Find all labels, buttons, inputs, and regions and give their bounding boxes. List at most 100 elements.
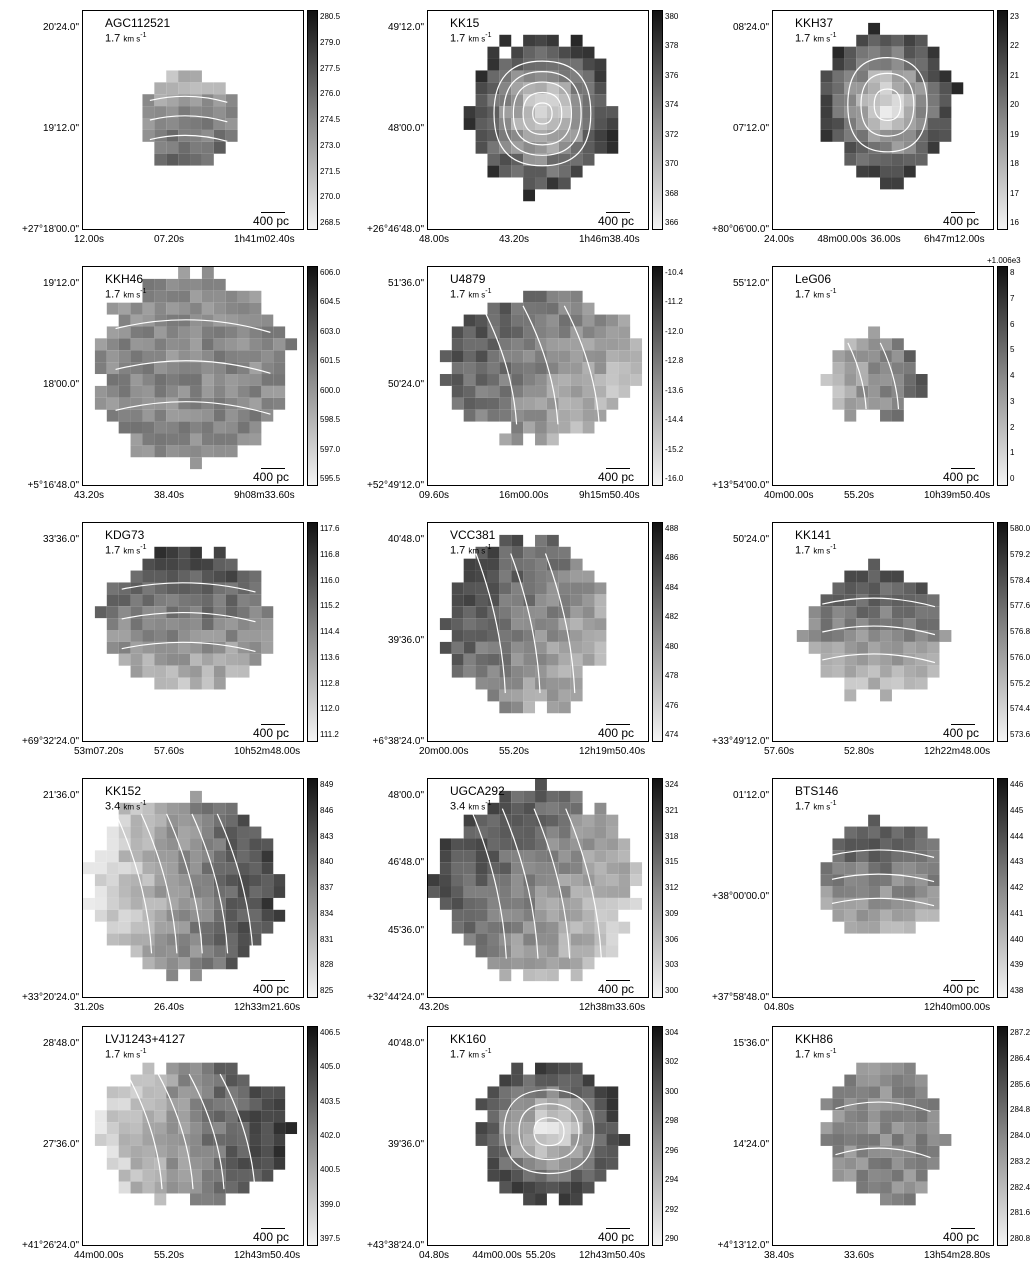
map-pixel bbox=[558, 1145, 571, 1158]
map-pixel bbox=[261, 409, 274, 422]
map-pixel bbox=[130, 1122, 143, 1135]
contour-line bbox=[126, 1073, 163, 1190]
panel-kkh86: KKH86 1.7 km s-1 400 pc 15'36.0" 14'24.0" +4°… bbox=[690, 1016, 1035, 1269]
map-pixel bbox=[225, 397, 238, 410]
map-pixel bbox=[499, 814, 512, 827]
map-pixel bbox=[499, 153, 512, 166]
dec-tick-label: +41°26'24.0" bbox=[21, 1240, 79, 1251]
map-pixel bbox=[535, 106, 547, 119]
map-pixel bbox=[582, 1181, 595, 1194]
map-pixel bbox=[166, 558, 179, 571]
map-pixel bbox=[106, 374, 119, 386]
map-pixel bbox=[166, 445, 179, 458]
map-pixel bbox=[130, 1181, 143, 1194]
map-pixel bbox=[475, 838, 488, 851]
map-pixel bbox=[166, 653, 179, 666]
colorbar-tick-label: 441 bbox=[1010, 908, 1024, 918]
map-pixel bbox=[249, 909, 262, 922]
map-pixel bbox=[118, 862, 131, 875]
map-frame: U4879 1.7 km s-1 400 pc bbox=[427, 266, 649, 486]
map-pixel bbox=[106, 618, 119, 631]
map-pixel bbox=[546, 1134, 559, 1146]
map-pixel bbox=[582, 409, 595, 422]
map-pixel bbox=[154, 409, 167, 422]
map-pixel bbox=[142, 1122, 155, 1135]
map-pixel bbox=[106, 921, 119, 934]
map-pixel bbox=[915, 874, 928, 887]
map-pixel bbox=[891, 582, 904, 595]
map-pixel bbox=[927, 118, 940, 130]
map-pixel bbox=[582, 385, 595, 398]
contour-line bbox=[831, 897, 935, 907]
map-pixel bbox=[927, 1122, 940, 1135]
map-pixel bbox=[178, 1122, 191, 1135]
map-pixel bbox=[511, 118, 524, 130]
contour-step-exponent: -1 bbox=[140, 288, 147, 295]
colorbar bbox=[652, 1026, 663, 1246]
scale-bar-label: 400 pc bbox=[253, 726, 290, 740]
map-pixel bbox=[249, 397, 262, 410]
map-pixel bbox=[546, 826, 559, 839]
map-pixel bbox=[606, 118, 619, 130]
map-pixel bbox=[475, 374, 488, 386]
map-pixel bbox=[142, 409, 155, 422]
map-pixel bbox=[166, 1110, 179, 1123]
scale-bar bbox=[951, 1228, 975, 1229]
map-pixel bbox=[261, 874, 274, 887]
map-pixel bbox=[511, 350, 524, 363]
map-pixel bbox=[927, 606, 940, 619]
ra-tick-label: 12h22m48.00s bbox=[924, 746, 991, 757]
map-pixel bbox=[142, 594, 155, 607]
map-pixel bbox=[903, 886, 916, 898]
map-pixel bbox=[570, 909, 583, 922]
map-pixel bbox=[154, 385, 167, 398]
map-pixel bbox=[570, 933, 583, 946]
map-pixel bbox=[130, 1169, 143, 1182]
colorbar-tick-label: -11.2 bbox=[665, 297, 683, 307]
map-pixel bbox=[106, 338, 119, 351]
map-pixel bbox=[915, 1122, 928, 1135]
contour-step-value: 3.4 bbox=[105, 800, 121, 813]
contour-step: 1.7 km s-1 bbox=[795, 32, 836, 45]
map-pixel bbox=[451, 350, 464, 363]
map-pixel bbox=[130, 1157, 143, 1170]
contour-line bbox=[879, 342, 900, 410]
map-pixel bbox=[903, 350, 916, 363]
map-pixel bbox=[558, 385, 571, 398]
map-pixel bbox=[891, 118, 904, 130]
map-pixel bbox=[475, 582, 488, 595]
contour-line bbox=[149, 134, 228, 142]
map-pixel bbox=[190, 118, 202, 130]
map-pixel bbox=[166, 1157, 179, 1170]
map-pixel bbox=[451, 606, 464, 619]
map-pixel bbox=[487, 385, 500, 398]
map-pixel bbox=[154, 957, 167, 970]
map-pixel bbox=[844, 874, 857, 887]
map-pixel bbox=[582, 606, 595, 619]
map-pixel bbox=[820, 374, 833, 386]
map-pixel bbox=[166, 141, 179, 154]
map-pixel bbox=[511, 129, 524, 142]
map-pixel bbox=[844, 397, 857, 410]
map-pixel bbox=[178, 1062, 191, 1075]
map-pixel bbox=[225, 886, 238, 898]
map-pixel bbox=[142, 433, 155, 446]
map-pixel bbox=[606, 933, 619, 946]
map-pixel bbox=[558, 1169, 571, 1182]
map-pixel bbox=[880, 689, 892, 702]
map-pixel bbox=[213, 374, 226, 386]
map-pixel bbox=[903, 618, 916, 631]
map-pixel bbox=[225, 618, 238, 631]
map-pixel bbox=[511, 921, 524, 934]
map-pixel bbox=[487, 58, 500, 71]
map-pixel bbox=[178, 886, 191, 898]
map-pixel bbox=[94, 350, 107, 363]
colorbar-tick-label: 834 bbox=[320, 908, 334, 918]
contour-line bbox=[533, 808, 571, 959]
map-pixel bbox=[570, 1110, 583, 1123]
map-pixel bbox=[558, 1122, 571, 1135]
panel-kk160: KK160 1.7 km s-1 400 pc 40'48.0" 39'36.0" +43… bbox=[345, 1016, 690, 1269]
map-pixel bbox=[463, 558, 476, 571]
map-pixel bbox=[487, 689, 500, 702]
map-pixel bbox=[178, 558, 191, 571]
